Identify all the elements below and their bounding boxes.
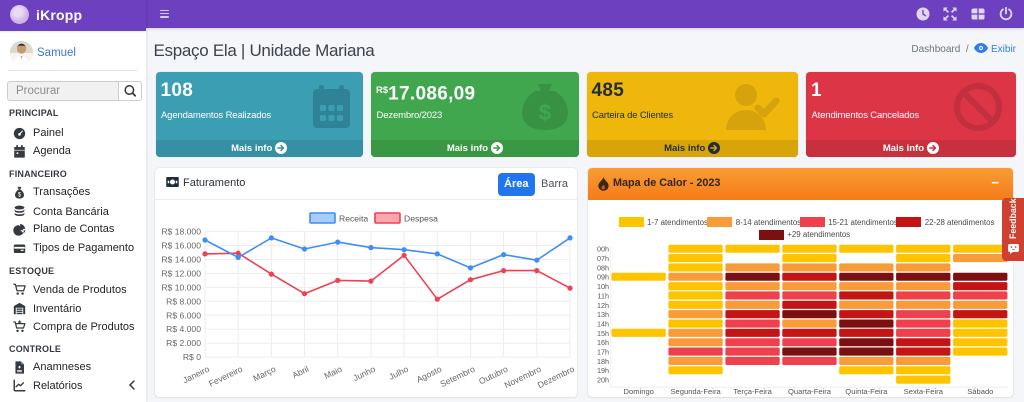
svg-text:19h: 19h (597, 366, 609, 375)
svg-text:Quarta-Feira: Quarta-Feira (788, 387, 832, 396)
svg-text:09h: 09h (597, 273, 609, 282)
svg-text:08h: 08h (597, 263, 609, 272)
svg-text:11h: 11h (598, 291, 609, 300)
svg-text:16h: 16h (597, 338, 609, 347)
svg-text:Sexta-Feira: Sexta-Feira (904, 387, 944, 396)
svg-text:R$ 14.000: R$ 14.000 (161, 255, 201, 265)
svg-text:Domingo: Domingo (624, 387, 654, 396)
svg-text:12h: 12h (597, 301, 609, 310)
svg-text:13h: 13h (597, 310, 609, 319)
svg-text:20h: 20h (597, 376, 609, 385)
svg-text:Receita: Receita (339, 214, 368, 224)
svg-text:Julho: Julho (387, 364, 410, 382)
svg-text:Março: Março (251, 364, 277, 384)
svg-text:R$ 0: R$ 0 (183, 352, 201, 362)
svg-text:18h: 18h (597, 357, 609, 366)
svg-text:14h: 14h (597, 320, 609, 329)
svg-text:R$ 16.000: R$ 16.000 (161, 241, 201, 251)
svg-text:R$ 18.000: R$ 18.000 (161, 227, 201, 237)
svg-text:R$ 4.000: R$ 4.000 (166, 324, 201, 334)
svg-text:17h: 17h (597, 348, 609, 357)
svg-text:R$ 10.000: R$ 10.000 (161, 282, 201, 292)
svg-text:$: $ (538, 100, 550, 125)
svg-text:Novembro: Novembro (503, 364, 543, 390)
svg-text:Fevereiro: Fevereiro (207, 364, 244, 389)
svg-text:Terça-Feira: Terça-Feira (733, 387, 772, 396)
svg-text:Segunda-Feira: Segunda-Feira (670, 387, 721, 396)
svg-text:00h: 00h (597, 245, 609, 254)
svg-text:Maio: Maio (322, 364, 343, 381)
svg-text:R$ 12.000: R$ 12.000 (161, 268, 201, 278)
svg-text:10h: 10h (597, 282, 609, 291)
svg-text:R$ 2.000: R$ 2.000 (166, 338, 201, 348)
svg-text:15h: 15h (597, 329, 609, 338)
svg-text:Janeiro: Janeiro (181, 364, 211, 385)
svg-text:Despesa: Despesa (404, 214, 438, 224)
svg-text:R$ 6.000: R$ 6.000 (166, 310, 201, 320)
svg-text:R$ 8.000: R$ 8.000 (166, 296, 201, 306)
svg-text:Dezembro: Dezembro (536, 364, 576, 390)
svg-text:$: $ (18, 191, 22, 198)
svg-text:Junho: Junho (351, 364, 377, 383)
svg-text:Abril: Abril (291, 364, 311, 381)
svg-text:Quinta-Feira: Quinta-Feira (845, 387, 888, 396)
svg-text:Sábado: Sábado (967, 387, 993, 396)
svg-text:07h: 07h (597, 254, 609, 263)
svg-text:Setembro: Setembro (438, 364, 476, 389)
